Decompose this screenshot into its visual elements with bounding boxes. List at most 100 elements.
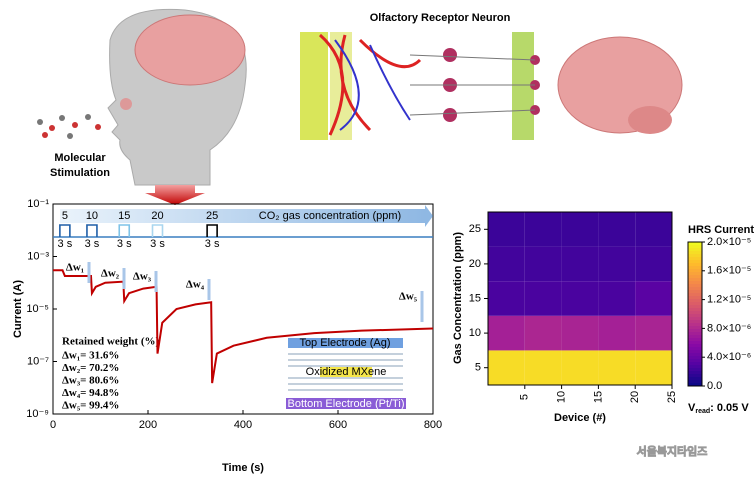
colorbar-segment xyxy=(688,287,702,291)
pulse-duration: 3 s xyxy=(58,238,73,250)
colorbar-segment xyxy=(688,269,702,273)
illustration-title: Olfactory Receptor Neuron xyxy=(370,12,511,24)
x-axis-title: Device (#) xyxy=(554,412,606,424)
colorbar-segment xyxy=(688,278,702,282)
colorbar-segment xyxy=(688,257,702,261)
colorbar-segment xyxy=(688,320,702,324)
x-tick-label: 20 xyxy=(629,391,641,403)
pulse-duration: 3 s xyxy=(117,238,132,250)
x-tick-label: 800 xyxy=(424,419,442,431)
heat-cell xyxy=(561,281,599,316)
colorbar-segment xyxy=(688,299,702,303)
delta-w-label: Δw₂ xyxy=(101,268,120,280)
colorbar-segment xyxy=(688,260,702,264)
colorbar-segment xyxy=(688,296,702,300)
watermark: 서울복지타임즈 xyxy=(637,444,708,458)
pulse xyxy=(118,224,131,237)
colorbar-segment xyxy=(688,305,702,309)
colorbar-tick-label: 8.0×10⁻⁶ xyxy=(707,322,751,334)
colorbar-segment xyxy=(688,383,702,387)
pulse-value: 25 xyxy=(206,210,218,222)
heat-cell xyxy=(598,315,636,351)
pulse xyxy=(59,224,71,237)
colorbar-tick-label: 1.2×10⁻⁵ xyxy=(707,294,751,306)
y-tick-label: 10⁻⁷ xyxy=(27,355,49,367)
heat-cell xyxy=(488,350,525,385)
x-tick-label: 600 xyxy=(329,419,347,431)
y-tick-label: 15 xyxy=(469,292,481,304)
colorbar-segment xyxy=(688,281,702,285)
note-text: : 0.05 V xyxy=(710,402,749,414)
colorbar-title: HRS Current (A xyxy=(688,224,755,236)
heat-cell xyxy=(635,350,672,385)
colorbar-tick-label: 0.0 xyxy=(707,380,722,392)
heat-cell xyxy=(524,315,562,351)
colorbar-segment xyxy=(688,323,702,327)
heat-cell xyxy=(561,350,599,385)
x-axis-title: Time (s) xyxy=(222,462,264,474)
heat-cell xyxy=(598,350,636,385)
pulse xyxy=(86,224,98,237)
heat-cell xyxy=(598,212,636,247)
retained-line: Δw₃= 80.6% xyxy=(62,375,119,387)
x-tick-label: 5 xyxy=(519,394,531,400)
heat-cell xyxy=(488,281,525,316)
x-tick-label: 25 xyxy=(666,391,678,403)
retained-line: Δw₁= 31.6% xyxy=(62,350,119,362)
heat-cell xyxy=(561,246,599,282)
note: Vread: 0.05 V xyxy=(688,402,749,415)
colorbar-segment xyxy=(688,308,702,312)
colorbar-segment xyxy=(688,332,702,336)
colorbar-segment xyxy=(688,380,702,384)
colorbar-segment xyxy=(688,242,702,246)
x-tick-label: 200 xyxy=(139,419,157,431)
colorbar-segment xyxy=(688,263,702,267)
colorbar-segment xyxy=(688,338,702,342)
pulse-value: 10 xyxy=(86,210,98,222)
colorbar-segment xyxy=(688,329,702,333)
band-arrow xyxy=(425,205,433,227)
pulse-duration: 3 s xyxy=(150,238,165,250)
caption: Stimulation xyxy=(50,167,110,179)
heat-cell xyxy=(635,281,672,316)
colorbar-segment xyxy=(688,317,702,321)
pulse xyxy=(206,224,218,237)
colorbar-tick-label: 1.6×10⁻⁵ xyxy=(707,265,751,277)
pulse-duration: 3 s xyxy=(85,238,100,250)
x-tick-label: 15 xyxy=(592,391,604,403)
colorbar-segment xyxy=(688,248,702,252)
x-tick-label: 400 xyxy=(234,419,252,431)
colorbar-segment xyxy=(688,335,702,339)
colorbar-segment xyxy=(688,371,702,375)
colorbar-segment xyxy=(688,377,702,381)
retained-title: Retained weight (%) xyxy=(62,336,159,348)
pulse-value: 5 xyxy=(62,210,68,222)
device-label: Oxidized MXene xyxy=(306,366,387,378)
colorbar-segment xyxy=(688,368,702,372)
band-label: CO₂ gas concentration (ppm) xyxy=(259,210,401,222)
heat-cell xyxy=(561,315,599,351)
heat-cell xyxy=(635,246,672,282)
colorbar-segment xyxy=(688,251,702,255)
heat-cell xyxy=(524,281,562,316)
heat-cell xyxy=(635,315,672,351)
retained-line: Δw₄= 94.8% xyxy=(62,387,119,399)
colorbar-segment xyxy=(688,359,702,363)
colorbar-tick-label: 4.0×10⁻⁶ xyxy=(707,351,751,363)
colorbar-segment xyxy=(688,347,702,351)
retained-line: Δw₅= 99.4% xyxy=(62,400,119,412)
device-schematic xyxy=(286,338,406,409)
colorbar-segment xyxy=(688,341,702,345)
pulse-value: 15 xyxy=(118,210,130,222)
y-tick-label: 10⁻¹ xyxy=(27,198,49,210)
heat-cell xyxy=(524,246,562,282)
colorbar-segment xyxy=(688,350,702,354)
heat-cell xyxy=(488,315,525,351)
colorbar-segment xyxy=(688,275,702,279)
heat-cell xyxy=(561,212,599,247)
pulse xyxy=(151,224,164,237)
y-tick-label: 10⁻³ xyxy=(27,250,49,262)
y-axis-title: Gas Concentration (ppm) xyxy=(452,232,464,364)
retained-line: Δw₂= 70.2% xyxy=(62,362,119,374)
colorbar-segment xyxy=(688,353,702,357)
